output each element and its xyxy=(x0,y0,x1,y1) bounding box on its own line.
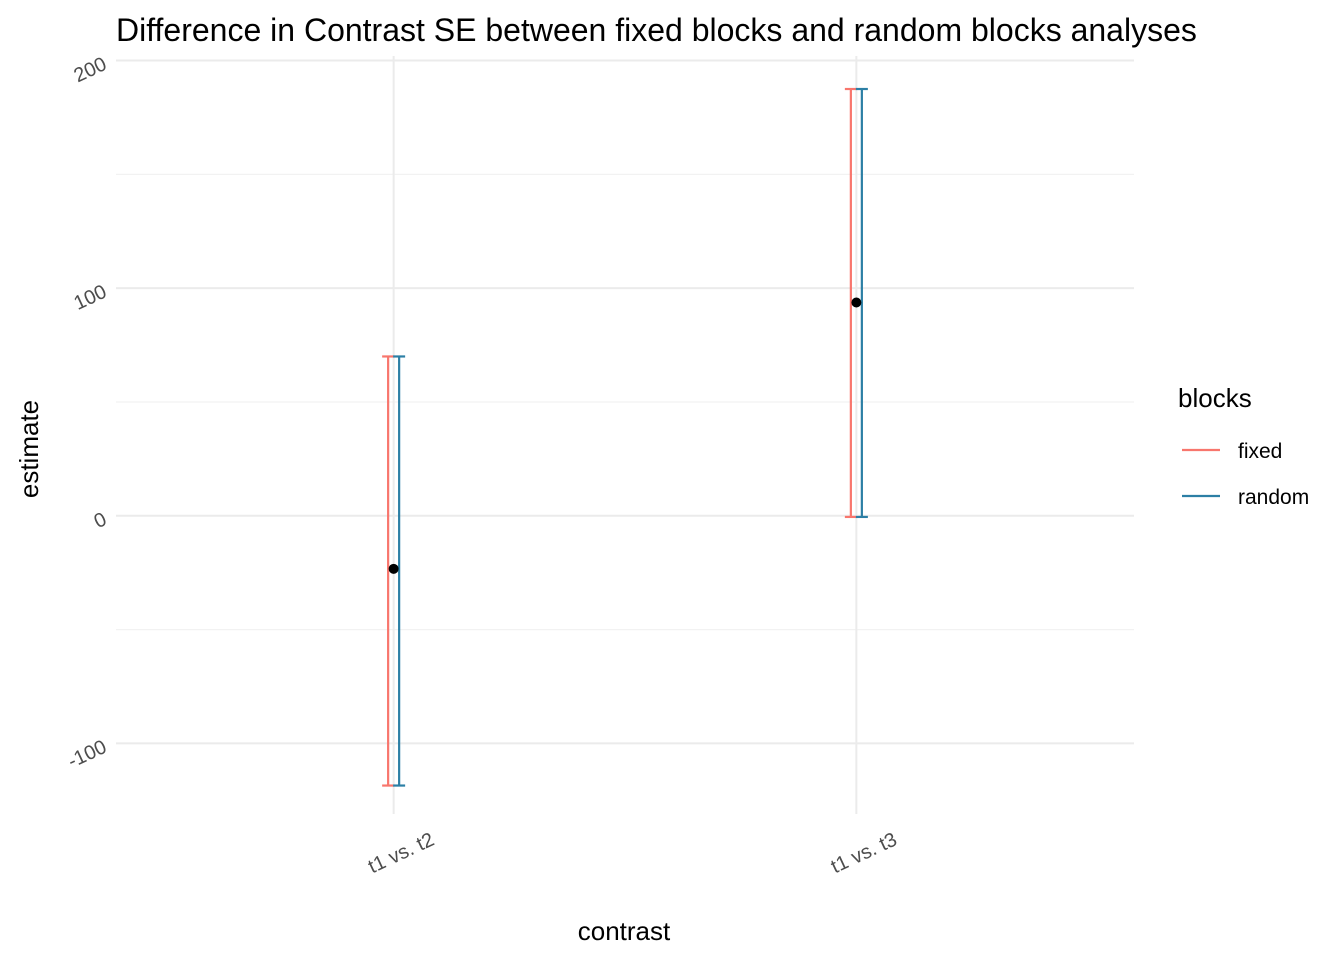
legend-label: fixed xyxy=(1238,440,1282,463)
errorbar-fixed xyxy=(382,355,395,787)
chart-title: Difference in Contrast SE between fixed … xyxy=(116,12,1197,48)
legend-item-random: random xyxy=(1182,486,1309,509)
errorbar-random xyxy=(393,355,406,787)
y-axis-title: estimate xyxy=(14,400,44,498)
legend-title: blocks xyxy=(1178,383,1252,413)
error-bars xyxy=(382,87,868,787)
legend-items: fixed random xyxy=(1182,440,1309,509)
errorbar-fixed xyxy=(844,87,857,519)
errorbar-random xyxy=(855,87,868,519)
legend-label: random xyxy=(1238,486,1309,509)
legend-item-fixed: fixed xyxy=(1182,440,1282,463)
legend: blocks fixed random xyxy=(1178,383,1309,509)
estimate-point xyxy=(851,297,862,308)
estimate-points xyxy=(388,297,862,574)
estimate-point xyxy=(388,563,399,574)
x-axis-title: contrast xyxy=(578,916,671,946)
grid xyxy=(116,56,1134,814)
